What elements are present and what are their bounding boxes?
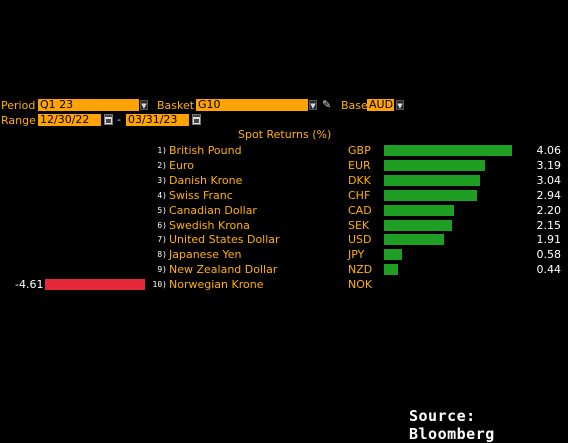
- range-end-field[interactable]: 03/31/23: [126, 114, 189, 126]
- value-label: 1.91: [536, 233, 562, 246]
- rank-number: 6): [157, 221, 167, 230]
- rank-number: 10): [152, 280, 167, 289]
- currency-code: EUR: [348, 159, 371, 172]
- value-label: -4.61: [15, 278, 44, 291]
- currency-code: SEK: [348, 219, 370, 232]
- bar-positive: [384, 145, 513, 156]
- rank-number: 3): [157, 176, 167, 185]
- bar-positive: [384, 249, 403, 260]
- currency-name: Norwegian Krone: [169, 278, 264, 291]
- rank-number: 5): [157, 206, 167, 215]
- rank-number: 8): [157, 250, 167, 259]
- bar-negative: [45, 279, 145, 290]
- currency-code: NZD: [348, 263, 373, 276]
- currency-name: Japanese Yen: [169, 248, 242, 261]
- base-label: Base: [341, 99, 368, 112]
- currency-name: United States Dollar: [169, 233, 280, 246]
- currency-code: NOK: [348, 278, 373, 291]
- currency-code: DKK: [348, 174, 371, 187]
- value-label: 2.94: [536, 189, 562, 202]
- range-end-calendar-icon[interactable]: [192, 114, 201, 125]
- currency-code: JPY: [348, 248, 365, 261]
- base-currency-field[interactable]: AUD: [367, 99, 394, 111]
- range-start-calendar-icon[interactable]: [104, 114, 113, 125]
- base-dropdown-arrow-icon[interactable]: ▼: [396, 100, 404, 110]
- currency-name: Danish Krone: [169, 174, 243, 187]
- currency-name: Canadian Dollar: [169, 204, 257, 217]
- rank-number: 7): [157, 235, 167, 244]
- currency-name: New Zealand Dollar: [169, 263, 278, 276]
- value-label: 3.19: [536, 159, 562, 172]
- basket-field[interactable]: G10: [196, 99, 308, 111]
- bar-positive: [384, 160, 485, 171]
- value-label: 4.06: [536, 144, 562, 157]
- currency-code: CHF: [348, 189, 371, 202]
- range-label: Range: [1, 114, 36, 127]
- bar-positive: [384, 205, 454, 216]
- range-start-field[interactable]: 12/30/22: [38, 114, 101, 126]
- section-title: Spot Returns (%): [238, 128, 332, 141]
- period-label: Period: [1, 99, 36, 112]
- bar-positive: [384, 190, 477, 201]
- currency-name: Swiss Franc: [169, 189, 233, 202]
- currency-name: Swedish Krona: [169, 219, 250, 232]
- source-label: Source: Bloomberg: [409, 407, 495, 443]
- currency-name: Euro: [169, 159, 194, 172]
- currency-code: GBP: [348, 144, 371, 157]
- basket-label: Basket: [157, 99, 195, 112]
- rank-number: 9): [157, 265, 167, 274]
- edit-pencil-icon[interactable]: ✎: [322, 98, 332, 111]
- period-dropdown-arrow-icon[interactable]: ▼: [140, 100, 148, 110]
- rank-number: 4): [157, 191, 167, 200]
- currency-code: USD: [348, 233, 372, 246]
- range-separator: -: [117, 113, 121, 126]
- value-label: 2.15: [536, 219, 562, 232]
- rank-number: 1): [157, 146, 167, 155]
- basket-dropdown-arrow-icon[interactable]: ▼: [309, 100, 317, 110]
- bar-positive: [384, 175, 481, 186]
- rank-number: 2): [157, 161, 167, 170]
- bar-positive: [384, 264, 398, 275]
- value-label: 0.44: [536, 263, 562, 276]
- currency-code: CAD: [348, 204, 372, 217]
- value-label: 2.20: [536, 204, 562, 217]
- bar-positive: [384, 234, 445, 245]
- currency-name: British Pound: [169, 144, 242, 157]
- value-label: 3.04: [536, 174, 562, 187]
- value-label: 0.58: [536, 248, 562, 261]
- period-field[interactable]: Q1 23: [38, 99, 139, 111]
- bar-positive: [384, 220, 452, 231]
